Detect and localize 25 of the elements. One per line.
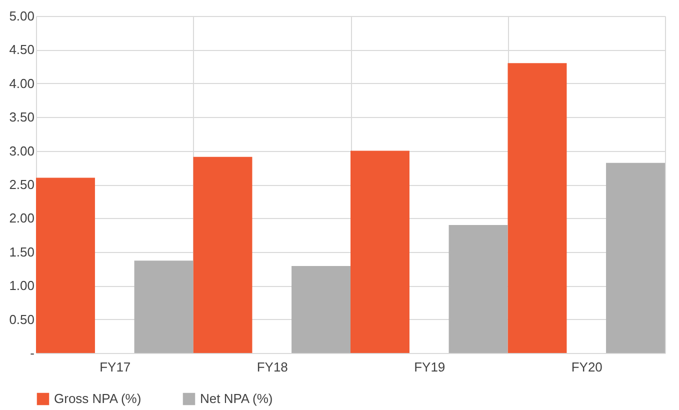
y-tick-label: 1.00 <box>9 278 34 294</box>
bar <box>292 266 350 353</box>
bar <box>193 156 252 353</box>
bar <box>606 162 665 353</box>
y-tick-label: 5.00 <box>9 8 34 24</box>
x-tick-label: FY18 <box>256 360 288 374</box>
legend-label: Gross NPA (%) <box>54 391 142 406</box>
x-tick-label: FY19 <box>414 360 446 374</box>
y-tick-label: 4.50 <box>9 42 34 58</box>
bar <box>448 224 508 353</box>
bar <box>350 150 410 353</box>
y-tick-label: 0.50 <box>9 312 34 327</box>
bar <box>134 260 194 353</box>
legend-label: Net NPA (%) <box>200 391 273 406</box>
bar <box>36 178 95 353</box>
y-tick-label: 3.00 <box>9 143 34 158</box>
y-tick-label: 4.00 <box>9 76 34 91</box>
y-tick-label: 1.50 <box>9 244 34 260</box>
x-tick-label: FY20 <box>571 360 602 374</box>
y-tick-label: 2.50 <box>9 177 34 192</box>
x-tick-label: FY17 <box>100 360 131 374</box>
y-tick-label: 3.50 <box>9 110 34 125</box>
y-tick-label: - <box>30 346 34 360</box>
y-tick-label: 2.00 <box>9 210 34 226</box>
bar <box>508 63 567 353</box>
